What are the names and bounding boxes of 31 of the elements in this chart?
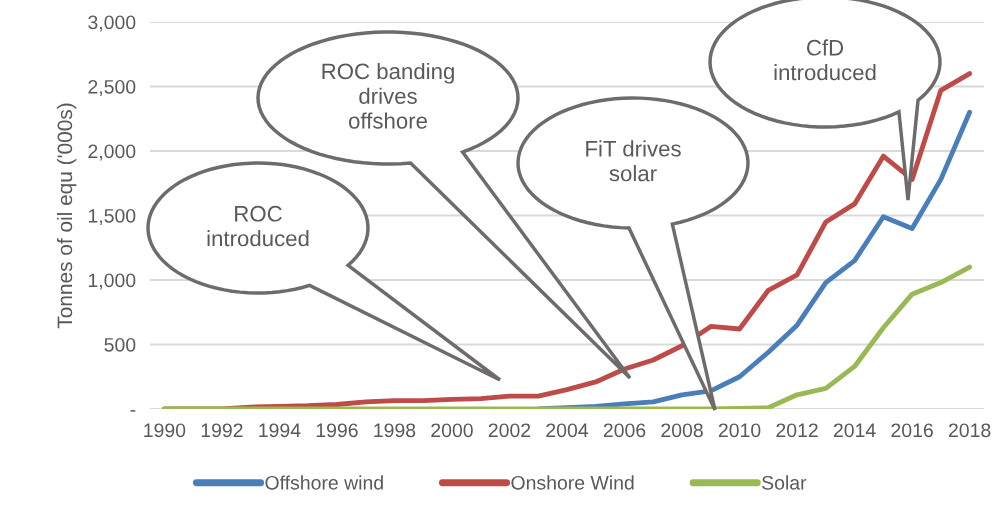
- x-tick-label: 2016: [891, 423, 933, 438]
- y-tick-label: 500: [104, 337, 136, 352]
- legend-label: Onshore Wind: [511, 475, 634, 490]
- y-tick-label: 1,500: [88, 208, 136, 226]
- legend-label: Offshore wind: [265, 475, 383, 490]
- annotation: CfD introduced: [774, 39, 876, 81]
- x-tick-label: 2018: [948, 423, 991, 438]
- legend-label: Solar: [762, 475, 807, 490]
- annotation: ROC banding drives offshore: [322, 62, 454, 129]
- annotation: ROC introduced: [207, 205, 309, 247]
- x-tick-label: 2000: [431, 423, 473, 438]
- x-tick-label: 2002: [488, 423, 531, 438]
- annotation: FiT drives solar: [586, 140, 681, 182]
- x-tick-label: 2010: [718, 423, 761, 438]
- line-series: [161, 264, 973, 409]
- x-tick-label: 2004: [546, 423, 589, 438]
- x-tick-label: 1996: [316, 423, 358, 438]
- x-tick-label: 2012: [776, 423, 818, 438]
- x-tick-label: 2014: [833, 423, 876, 438]
- x-tick-label: 1998: [374, 423, 416, 438]
- x-tick-label: 2008: [661, 423, 703, 438]
- y-axis-title: Tonnes of oil equ ('000s): [56, 103, 77, 329]
- x-tick-label: 1990: [144, 423, 186, 438]
- y-tick-label: 2,000: [88, 144, 136, 161]
- x-tick-label: 1994: [259, 423, 301, 438]
- y-tick-label: -: [130, 410, 136, 412]
- y-tick-label: 3,000: [88, 15, 136, 32]
- x-tick-label: 2006: [603, 423, 646, 438]
- x-tick-label: 1992: [201, 423, 243, 438]
- y-tick-label: 1,000: [88, 273, 136, 290]
- y-tick-label: 2,500: [88, 79, 136, 97]
